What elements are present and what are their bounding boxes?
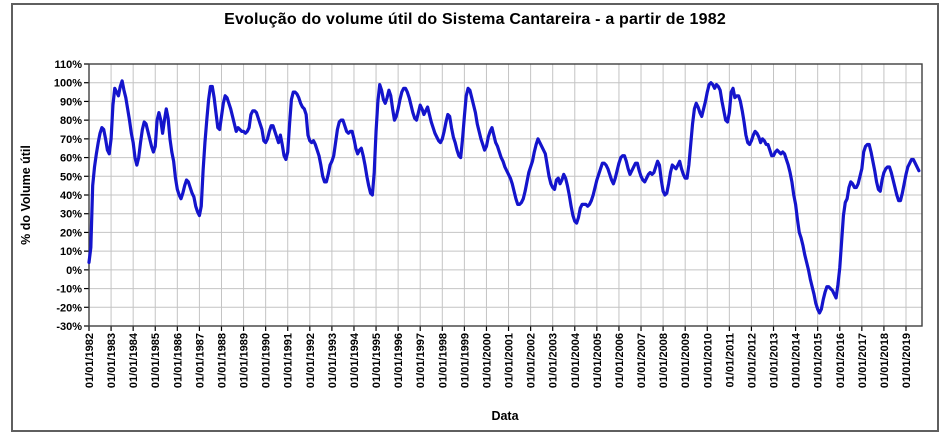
y-tick-label: 60% bbox=[60, 153, 82, 165]
x-tick-label: 01/01/1996 bbox=[393, 333, 405, 388]
x-tick-label: 01/01/2016 bbox=[835, 333, 847, 388]
x-tick-label: 01/01/2008 bbox=[658, 333, 670, 388]
x-tick-label: 01/01/2007 bbox=[636, 333, 648, 388]
y-tick-label: 10% bbox=[60, 246, 82, 258]
x-tick-label: 01/01/1988 bbox=[216, 333, 228, 388]
y-tick-label: -10% bbox=[56, 284, 82, 296]
tick-labels: 110% 100% 90% 80% 70% 60% 50% 40% 30% 20% 10% 0% -10… bbox=[54, 59, 913, 388]
y-tick-label: -20% bbox=[56, 302, 82, 314]
x-tick-label: 01/01/2012 bbox=[746, 333, 758, 388]
x-tick-label: 01/01/1994 bbox=[349, 332, 361, 388]
y-tick-label: -30% bbox=[56, 321, 82, 333]
x-tick-label: 01/01/2009 bbox=[680, 333, 692, 388]
y-tick-label: 30% bbox=[60, 209, 82, 221]
x-tick-label: 01/01/2018 bbox=[879, 333, 891, 388]
x-tick-label: 01/01/2019 bbox=[901, 333, 913, 388]
x-tick-label: 01/01/1982 bbox=[84, 333, 96, 388]
x-tick-label: 01/01/2017 bbox=[857, 333, 869, 388]
x-tick-label: 01/01/1985 bbox=[150, 333, 162, 388]
x-tick-label: 01/01/2003 bbox=[548, 333, 560, 388]
y-tick-label: 40% bbox=[60, 190, 82, 202]
x-tick-label: 01/01/2002 bbox=[526, 333, 538, 388]
y-tick-label: 70% bbox=[60, 134, 82, 146]
series-line bbox=[87, 79, 921, 315]
x-tick-label: 01/01/2014 bbox=[791, 332, 803, 388]
x-tick-label: 01/01/2000 bbox=[481, 333, 493, 388]
x-tick-label: 01/01/2010 bbox=[702, 333, 714, 388]
x-tick-label: 01/01/2013 bbox=[769, 333, 781, 388]
x-tick-label: 01/01/1993 bbox=[327, 333, 339, 388]
x-tick-label: 01/01/1999 bbox=[459, 333, 471, 388]
x-tick-label: 01/01/1991 bbox=[283, 333, 295, 388]
x-tick-label: 01/01/1990 bbox=[261, 333, 273, 388]
y-tick-label: 90% bbox=[60, 96, 82, 108]
axis-ticks bbox=[84, 63, 907, 331]
y-axis-title: % do Volume útil bbox=[19, 145, 33, 245]
chart-frame bbox=[11, 3, 939, 432]
x-tick-label: 01/01/1984 bbox=[128, 332, 140, 388]
y-tick-label: 110% bbox=[54, 59, 82, 71]
x-tick-label: 01/01/1995 bbox=[371, 333, 383, 388]
plot-border bbox=[88, 63, 923, 327]
y-tick-label: 50% bbox=[60, 171, 82, 183]
y-tick-label: 20% bbox=[60, 227, 82, 239]
y-tick-label: 100% bbox=[54, 78, 82, 90]
x-tick-label: 01/01/1992 bbox=[305, 333, 317, 388]
x-tick-label: 01/01/1989 bbox=[239, 333, 251, 388]
x-tick-label: 01/01/1998 bbox=[437, 333, 449, 388]
y-tick-label: 0% bbox=[66, 265, 82, 277]
x-tick-label: 01/01/2015 bbox=[813, 333, 825, 388]
x-tick-label: 01/01/2005 bbox=[592, 333, 604, 388]
x-tick-label: 01/01/2006 bbox=[614, 333, 626, 388]
grid-lines bbox=[89, 64, 922, 326]
x-tick-label: 01/01/1986 bbox=[172, 333, 184, 388]
x-tick-label: 01/01/2011 bbox=[724, 333, 736, 387]
x-tick-label: 01/01/2001 bbox=[504, 333, 516, 388]
chart-title: Evolução do volume útil do Sistema Canta… bbox=[224, 11, 726, 28]
y-tick-label: 80% bbox=[60, 115, 82, 127]
x-tick-label: 01/01/1997 bbox=[415, 333, 427, 388]
x-axis-title: Data bbox=[491, 409, 519, 423]
x-tick-label: 01/01/1987 bbox=[194, 333, 206, 388]
series-line-layer bbox=[87, 79, 921, 315]
x-tick-label: 01/01/2004 bbox=[570, 332, 582, 388]
x-tick-label: 01/01/1983 bbox=[106, 333, 118, 388]
